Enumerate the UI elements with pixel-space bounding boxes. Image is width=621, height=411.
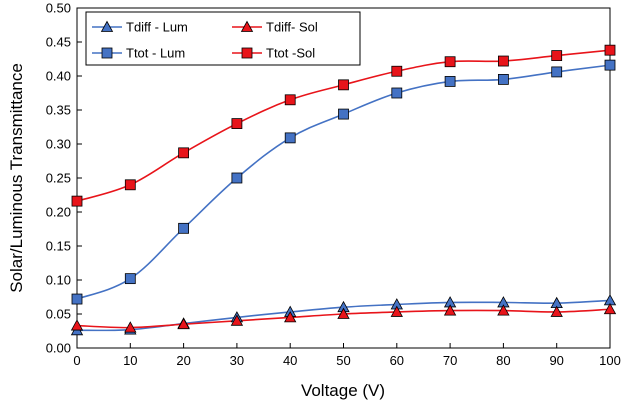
y-tick-label: 0.50 bbox=[46, 1, 71, 16]
series-1-point bbox=[497, 304, 510, 316]
series-3-point bbox=[231, 118, 243, 129]
series-1-point bbox=[337, 307, 350, 319]
series-3-point bbox=[124, 179, 136, 191]
y-tick-label: 0.45 bbox=[46, 35, 71, 50]
series-2-point bbox=[391, 87, 403, 99]
series-1-point bbox=[124, 321, 137, 333]
legend-marker bbox=[100, 20, 114, 32]
y-tick-label: 0.20 bbox=[46, 205, 71, 220]
series-1-point bbox=[550, 305, 563, 317]
x-tick-label: 100 bbox=[599, 353, 621, 368]
x-axis-label: Voltage (V) bbox=[301, 381, 385, 400]
legend-marker bbox=[241, 47, 253, 59]
series-2-point bbox=[444, 76, 456, 87]
y-tick-label: 0.05 bbox=[46, 307, 71, 322]
y-tick-label: 0.30 bbox=[46, 137, 71, 152]
legend-box bbox=[85, 11, 361, 66]
series-1-point bbox=[177, 317, 190, 330]
series-3-point bbox=[391, 65, 403, 77]
series-3-point bbox=[551, 50, 563, 61]
x-tick-label: 30 bbox=[230, 353, 244, 368]
series-1-point bbox=[70, 319, 84, 331]
series-2-point bbox=[178, 222, 190, 234]
y-tick-label: 0.15 bbox=[46, 239, 71, 254]
series-markers bbox=[70, 44, 617, 336]
y-tick-label: 0.10 bbox=[46, 273, 71, 288]
series-1-point bbox=[230, 314, 244, 326]
x-tick-label: 50 bbox=[336, 353, 350, 368]
series-2-point bbox=[497, 74, 509, 85]
x-tick-label: 70 bbox=[443, 353, 457, 368]
y-axis-label: Solar/Luminous Transmittance bbox=[7, 63, 26, 293]
y-tick-label: 0.25 bbox=[46, 171, 71, 186]
y-tick-label: 0.40 bbox=[46, 69, 71, 84]
axis-ticks: 0 10 20 30 40 50 60 70 80 90 100 0.00 0.05 0.10 0.15 0.… bbox=[46, 1, 621, 369]
series-1-point bbox=[443, 304, 457, 316]
x-tick-label: 90 bbox=[549, 353, 563, 368]
series-1-point bbox=[284, 311, 297, 323]
x-tick-label: 0 bbox=[73, 353, 80, 368]
y-tick-label: 0.35 bbox=[46, 103, 71, 118]
series-3-point bbox=[444, 56, 456, 68]
legend: Tdiff - Lum Tdiff- Sol Ttot - Lum Ttot -Sol bbox=[85, 11, 361, 66]
x-tick-label: 60 bbox=[390, 353, 404, 368]
series-3-point bbox=[338, 79, 349, 91]
series-3-point bbox=[71, 195, 83, 207]
legend-label: Tdiff- Sol bbox=[266, 20, 318, 35]
series-2-point bbox=[551, 66, 563, 78]
legend-marker bbox=[101, 47, 113, 59]
series-1-point bbox=[603, 302, 617, 315]
x-tick-label: 20 bbox=[176, 353, 190, 368]
legend-label: Ttot -Sol bbox=[266, 46, 315, 61]
x-tick-label: 40 bbox=[283, 353, 297, 368]
series-3-point bbox=[178, 147, 190, 159]
series-2-point bbox=[231, 172, 243, 184]
y-tick-label: 0.00 bbox=[46, 341, 71, 356]
legend-marker bbox=[240, 20, 254, 32]
series-3-point bbox=[604, 44, 616, 56]
legend-label: Tdiff - Lum bbox=[126, 20, 188, 35]
series-2-point bbox=[338, 108, 349, 120]
series-2-point bbox=[71, 293, 83, 305]
x-tick-label: 80 bbox=[496, 353, 510, 368]
series-2-point bbox=[284, 132, 296, 144]
x-tick-label: 10 bbox=[123, 353, 137, 368]
series-1-point bbox=[390, 305, 403, 317]
series-2-point bbox=[604, 59, 616, 71]
series-2-point bbox=[124, 273, 136, 285]
legend-label: Ttot - Lum bbox=[126, 46, 185, 61]
series-3-point bbox=[284, 94, 296, 106]
series-3-point bbox=[497, 55, 509, 67]
